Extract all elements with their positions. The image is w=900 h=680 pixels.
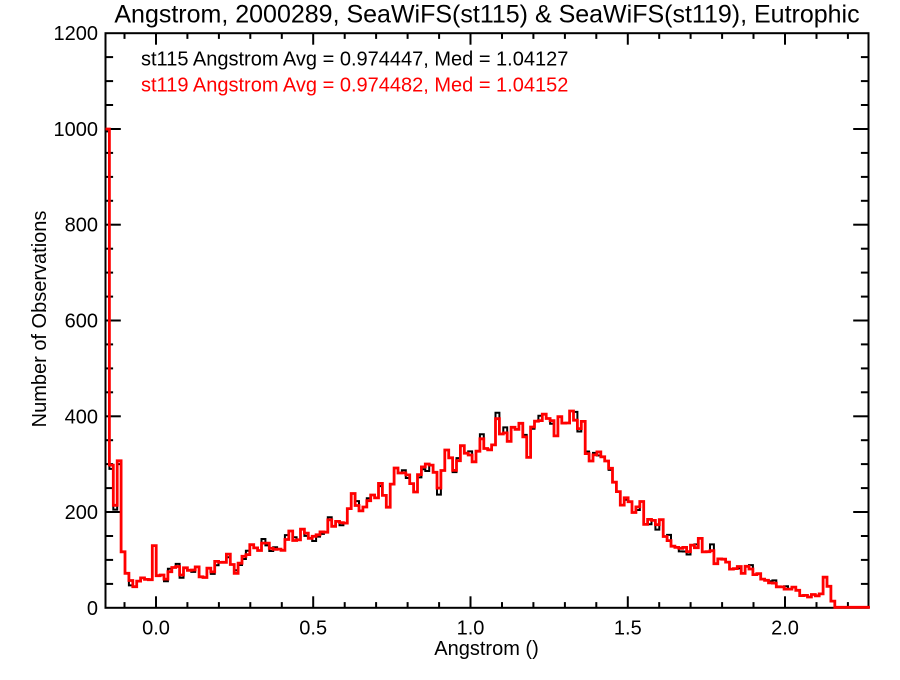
- svg-text:1000: 1000: [54, 119, 99, 141]
- svg-text:Number of Observations: Number of Observations: [29, 211, 51, 428]
- svg-text:st115 Angstrom Avg = 0.974447,: st115 Angstrom Avg = 0.974447, Med = 1.0…: [141, 49, 568, 71]
- svg-text:1.0: 1.0: [457, 618, 485, 640]
- svg-text:400: 400: [65, 406, 98, 428]
- svg-text:Angstrom, 2000289, SeaWiFS(st1: Angstrom, 2000289, SeaWiFS(st115) & SeaW…: [114, 1, 859, 29]
- svg-text:0.0: 0.0: [142, 618, 170, 640]
- svg-text:800: 800: [65, 215, 98, 237]
- svg-text:1.5: 1.5: [614, 618, 642, 640]
- svg-text:Angstrom (): Angstrom (): [434, 638, 538, 660]
- svg-text:0.5: 0.5: [299, 618, 327, 640]
- svg-text:200: 200: [65, 502, 98, 524]
- svg-text:1200: 1200: [54, 23, 99, 45]
- svg-text:600: 600: [65, 311, 98, 333]
- svg-text:0: 0: [87, 598, 98, 620]
- svg-text:st119 Angstrom Avg = 0.974482,: st119 Angstrom Avg = 0.974482, Med = 1.0…: [141, 75, 568, 97]
- svg-text:2.0: 2.0: [771, 618, 799, 640]
